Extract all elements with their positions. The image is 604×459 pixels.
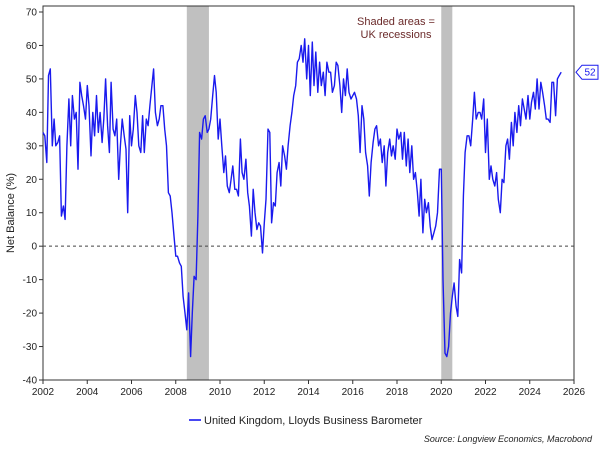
- x-tick-label: 2002: [32, 387, 55, 398]
- y-tick-label: 50: [26, 74, 38, 85]
- x-axis: 2002 2004 2006 2008 2010 2012 2014 2016 2018 2020…: [32, 380, 586, 398]
- y-tick-label: 0: [31, 242, 37, 253]
- legend: United Kingdom, Lloyds Business Baromete…: [189, 415, 423, 427]
- recession-note-line1: Shaded areas =: [357, 16, 435, 28]
- x-tick-label: 2026: [563, 387, 586, 398]
- x-tick-label: 2008: [165, 387, 188, 398]
- x-tick-label: 2012: [253, 387, 276, 398]
- x-tick-label: 2020: [430, 387, 453, 398]
- legend-label: United Kingdom, Lloyds Business Baromete…: [204, 415, 423, 427]
- x-tick-label: 2014: [297, 387, 320, 398]
- y-tick-label: 70: [26, 8, 38, 19]
- y-tick-label: 60: [26, 41, 38, 52]
- y-axis: 70 60 50 40 30 20 10 0 -10 -20 -30 -40: [23, 8, 43, 387]
- recession-band-2: [441, 6, 453, 380]
- end-value-pointer: [575, 64, 599, 80]
- x-tick-label: 2022: [474, 387, 497, 398]
- source-note: Source: Longview Economics, Macrobond: [424, 434, 593, 444]
- y-axis-label: Net Balance (%): [5, 173, 17, 253]
- x-tick-label: 2024: [519, 387, 542, 398]
- end-value-callout: 52: [575, 64, 599, 80]
- x-tick-label: 2016: [342, 387, 365, 398]
- end-value-label: 52: [584, 68, 596, 79]
- y-tick-label: 20: [26, 175, 38, 186]
- y-tick-label: -10: [23, 275, 38, 286]
- y-tick-label: 10: [26, 208, 38, 219]
- y-tick-label: -20: [23, 309, 38, 320]
- recession-note-line2: UK recessions: [361, 29, 432, 41]
- x-tick-label: 2006: [120, 387, 143, 398]
- y-tick-label: -30: [23, 342, 38, 353]
- x-tick-label: 2004: [76, 387, 99, 398]
- x-tick-label: 2018: [386, 387, 409, 398]
- y-tick-label: -40: [23, 376, 38, 387]
- series-line: [42, 38, 562, 358]
- y-tick-label: 40: [26, 108, 38, 119]
- x-tick-label: 2010: [209, 387, 232, 398]
- y-tick-label: 30: [26, 141, 38, 152]
